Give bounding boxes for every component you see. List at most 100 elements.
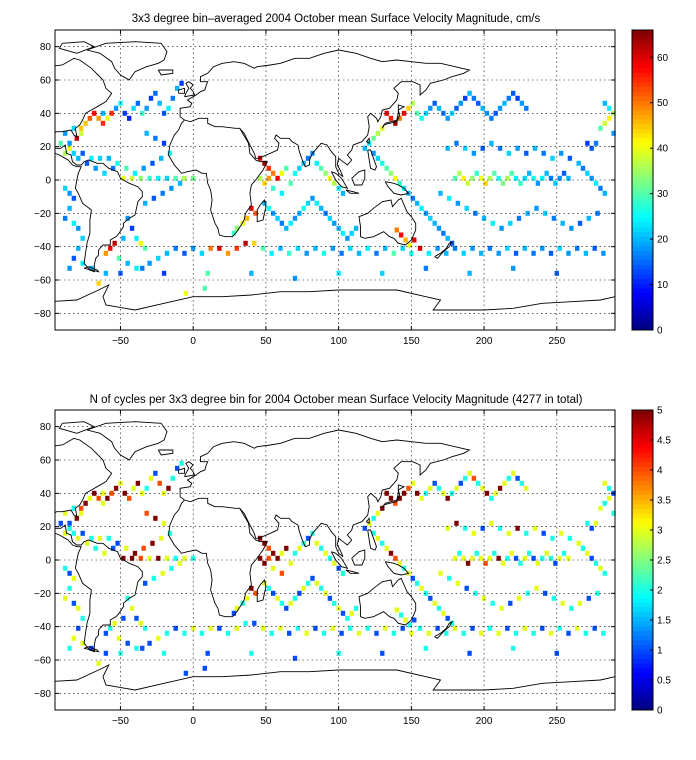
data-cell	[89, 535, 94, 541]
data-cell	[234, 625, 239, 631]
data-cell	[388, 495, 394, 501]
data-cell	[479, 555, 484, 561]
data-cell	[321, 250, 327, 256]
data-cell	[262, 580, 267, 586]
data-cell	[150, 540, 155, 546]
data-cell	[415, 110, 420, 116]
data-cell	[179, 460, 184, 466]
data-cell	[432, 100, 437, 106]
data-cell	[535, 180, 541, 186]
data-cell	[391, 250, 397, 256]
coastline	[434, 240, 454, 259]
data-cell	[511, 645, 516, 651]
colorbar-segment	[632, 119, 653, 125]
colorbar-segment	[632, 105, 653, 111]
colorbar-segment	[632, 461, 653, 467]
colorbar-segment	[632, 470, 653, 477]
chart-title: 3x3 degree bin–averaged 2004 October mea…	[132, 13, 541, 25]
y-tick-label: 80	[40, 42, 52, 53]
data-cell	[375, 535, 381, 541]
data-cell	[585, 140, 590, 146]
data-cell	[505, 625, 510, 631]
data-cell	[592, 625, 597, 631]
data-cell	[80, 260, 85, 266]
data-cell	[410, 575, 415, 581]
data-cell	[428, 595, 433, 601]
data-cell	[438, 570, 443, 576]
colorbar-segment	[632, 428, 653, 434]
data-cell	[388, 550, 394, 556]
data-cell	[79, 510, 84, 516]
data-cell	[340, 570, 346, 576]
data-cell	[593, 520, 599, 526]
data-cell	[287, 250, 292, 256]
data-cell	[271, 590, 276, 596]
data-cell	[496, 250, 501, 256]
colorbar-segment	[632, 292, 653, 298]
coastline	[367, 529, 377, 551]
data-cell	[79, 505, 84, 511]
data-cell	[87, 495, 93, 501]
data-cell	[305, 580, 311, 586]
data-cell	[161, 650, 167, 656]
colorbar-segment	[632, 653, 653, 659]
data-cell	[79, 130, 84, 136]
data-cell	[301, 205, 306, 211]
data-cell	[380, 160, 385, 166]
colorbar-segment	[632, 217, 653, 223]
data-cell	[339, 630, 344, 636]
axes-frame	[54, 409, 616, 711]
data-cell	[327, 175, 333, 181]
colorbar-segment	[632, 222, 653, 228]
data-cell	[513, 555, 519, 561]
data-cell	[461, 555, 466, 561]
y-tick-label: 80	[40, 422, 52, 433]
colorbar-tick-label: 20	[657, 235, 669, 246]
data-cell	[266, 585, 271, 591]
colorbar-tick-label: 1.5	[657, 616, 671, 627]
data-cell	[58, 140, 63, 146]
colorbar-segment	[632, 480, 653, 486]
data-cell	[279, 570, 285, 576]
colorbar-segment	[632, 517, 653, 523]
data-cell	[71, 505, 77, 511]
data-cell	[92, 490, 97, 496]
data-cell	[314, 580, 319, 586]
data-cell	[83, 500, 88, 506]
data-cell	[476, 480, 481, 486]
data-cell	[271, 210, 276, 216]
coastline	[184, 461, 196, 478]
data-cell	[409, 630, 414, 636]
data-cell	[279, 550, 285, 556]
data-cell	[406, 105, 411, 111]
data-cell	[287, 630, 292, 636]
data-cell	[305, 200, 311, 206]
data-cell	[607, 105, 612, 111]
data-cell	[144, 510, 149, 516]
data-cell	[292, 550, 298, 556]
data-cell	[279, 170, 285, 176]
data-cell	[80, 150, 85, 156]
data-cell	[515, 475, 520, 481]
data-cell	[257, 535, 263, 541]
data-cell	[76, 605, 81, 611]
data-cell	[474, 550, 479, 556]
y-tick-label: 0	[45, 556, 51, 567]
data-cell	[532, 525, 538, 531]
data-cell	[464, 585, 469, 591]
data-cell	[332, 180, 337, 186]
coastline	[83, 266, 100, 273]
colorbar-segment	[632, 236, 653, 242]
data-cell	[153, 135, 158, 141]
data-cell	[583, 250, 589, 256]
colorbar-segment	[632, 438, 653, 444]
data-cell	[393, 175, 398, 181]
coastline	[55, 664, 615, 691]
data-cell	[401, 110, 407, 116]
data-cell	[271, 565, 276, 571]
data-cell	[489, 115, 494, 121]
data-cell	[170, 475, 175, 481]
coastline	[345, 569, 360, 574]
data-cell	[147, 555, 152, 561]
data-cell	[173, 245, 178, 251]
